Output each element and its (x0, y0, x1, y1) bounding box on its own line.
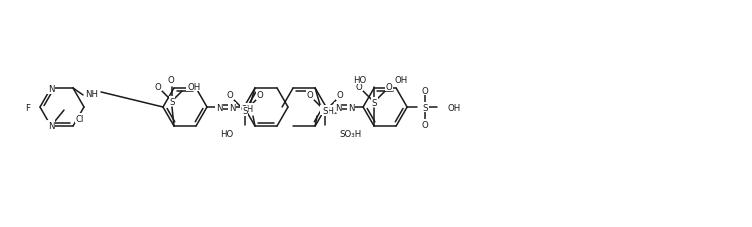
Text: F: F (25, 103, 30, 112)
Text: O: O (337, 91, 344, 100)
Text: OH: OH (447, 103, 460, 112)
Text: N: N (348, 103, 354, 112)
Text: S: S (423, 103, 428, 112)
Text: OH: OH (394, 75, 408, 84)
Text: N: N (216, 103, 223, 112)
Text: S: S (242, 107, 247, 116)
Text: OH: OH (187, 82, 200, 91)
Text: N: N (47, 85, 54, 94)
Text: NH₂: NH₂ (321, 106, 338, 115)
Text: S: S (323, 107, 328, 116)
Text: O: O (307, 91, 314, 100)
Text: O: O (356, 82, 362, 91)
Text: Cl: Cl (76, 114, 84, 123)
Text: N: N (47, 121, 54, 130)
Text: O: O (226, 91, 233, 100)
Text: O: O (155, 82, 162, 91)
Text: N: N (229, 103, 235, 112)
Text: O: O (422, 86, 429, 95)
Text: SO₃H: SO₃H (339, 130, 362, 139)
Text: O: O (168, 75, 174, 84)
Text: S: S (371, 98, 377, 107)
Text: O: O (386, 82, 393, 91)
Text: O: O (256, 91, 263, 100)
Text: HO: HO (353, 75, 366, 84)
Text: NH: NH (86, 90, 99, 99)
Text: O: O (422, 120, 429, 129)
Text: HO: HO (220, 130, 233, 139)
Text: OH: OH (241, 104, 253, 113)
Text: S: S (169, 97, 174, 106)
Text: N: N (335, 103, 341, 112)
